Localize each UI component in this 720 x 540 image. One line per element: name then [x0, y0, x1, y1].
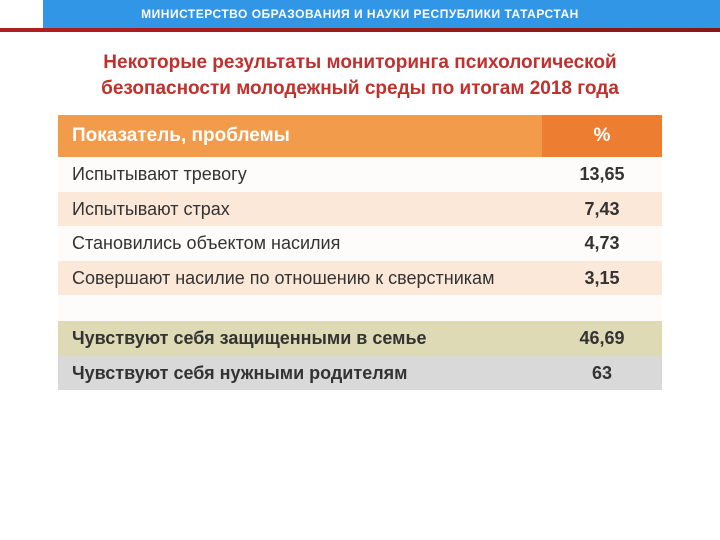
table-row: Становились объектом насилия4,73 — [58, 226, 662, 261]
cell-label: Чувствуют себя нужными родителям — [58, 356, 542, 391]
cell-label: Чувствуют себя защищенными в семье — [58, 321, 542, 356]
cell-label: Испытывают тревогу — [58, 157, 542, 192]
cell-pct: 3,15 — [542, 261, 662, 296]
page-title: Некоторые результаты мониторинга психоло… — [0, 32, 720, 115]
ministry-header: МИНИСТЕРСТВО ОБРАЗОВАНИЯ И НАУКИ РЕСПУБЛ… — [0, 0, 720, 28]
table-row: Чувствуют себя нужными родителям63 — [58, 356, 662, 391]
col-header-pct: % — [542, 115, 662, 157]
cell-pct: 7,43 — [542, 192, 662, 227]
col-header-label: Показатель, проблемы — [58, 115, 542, 157]
results-table: Показатель, проблемы % Испытывают тревог… — [58, 115, 662, 390]
table-row: Чувствуют себя защищенными в семье46,69 — [58, 321, 662, 356]
cell-label: Совершают насилие по отношению к сверстн… — [58, 261, 542, 296]
spacer-cell — [58, 295, 662, 321]
cell-pct: 4,73 — [542, 226, 662, 261]
table-row: Совершают насилие по отношению к сверстн… — [58, 261, 662, 296]
results-table-wrap: Показатель, проблемы % Испытывают тревог… — [0, 115, 720, 390]
ministry-text: МИНИСТЕРСТВО ОБРАЗОВАНИЯ И НАУКИ РЕСПУБЛ… — [141, 7, 579, 21]
cell-pct: 46,69 — [542, 321, 662, 356]
cell-label: Испытывают страх — [58, 192, 542, 227]
table-header-row: Показатель, проблемы % — [58, 115, 662, 157]
cell-pct: 63 — [542, 356, 662, 391]
table-row — [58, 295, 662, 321]
table-row: Испытывают тревогу13,65 — [58, 157, 662, 192]
table-row: Испытывают страх7,43 — [58, 192, 662, 227]
cell-pct: 13,65 — [542, 157, 662, 192]
cell-label: Становились объектом насилия — [58, 226, 542, 261]
